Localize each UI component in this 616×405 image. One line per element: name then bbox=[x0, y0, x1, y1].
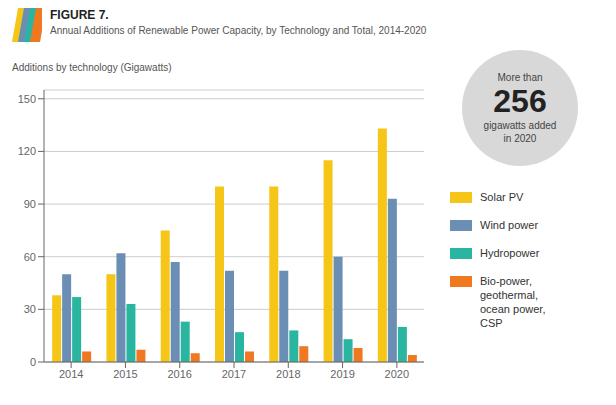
svg-text:150: 150 bbox=[18, 93, 36, 105]
svg-text:2015: 2015 bbox=[113, 368, 137, 380]
svg-text:0: 0 bbox=[30, 356, 36, 368]
html-text:FIGURE 7.: FIGURE 7. bbox=[50, 8, 109, 22]
html-text:More than: More than bbox=[497, 71, 543, 83]
html-text:Solar PV: Solar PV bbox=[480, 191, 524, 203]
html-text:Bio-power, geothermal, ocean p: Bio-power, geothermal, ocean power, CSP bbox=[480, 275, 546, 329]
svg-text:120: 120 bbox=[18, 145, 36, 157]
html-text:256: 256 bbox=[493, 82, 547, 119]
svg-text:2018: 2018 bbox=[276, 368, 300, 380]
svg-text:2017: 2017 bbox=[222, 368, 246, 380]
html-text:Annual Additions of Renewable: Annual Additions of Renewable Power Capa… bbox=[50, 25, 427, 36]
svg-text:2019: 2019 bbox=[330, 368, 354, 380]
svg-text:2020: 2020 bbox=[385, 368, 409, 380]
html-text:Additions by technology (Gigaw: Additions by technology (Gigawatts) bbox=[12, 62, 172, 73]
svg-text:2014: 2014 bbox=[59, 368, 83, 380]
svg-text:60: 60 bbox=[24, 251, 36, 263]
svg-text:90: 90 bbox=[24, 198, 36, 210]
html-text:Hydropower: Hydropower bbox=[480, 247, 540, 259]
svg-text:2016: 2016 bbox=[167, 368, 191, 380]
svg-text:30: 30 bbox=[24, 303, 36, 315]
html-text:gigawatts added in 2020: gigawatts added in 2020 bbox=[483, 119, 557, 144]
html-text:Wind power: Wind power bbox=[480, 219, 539, 231]
